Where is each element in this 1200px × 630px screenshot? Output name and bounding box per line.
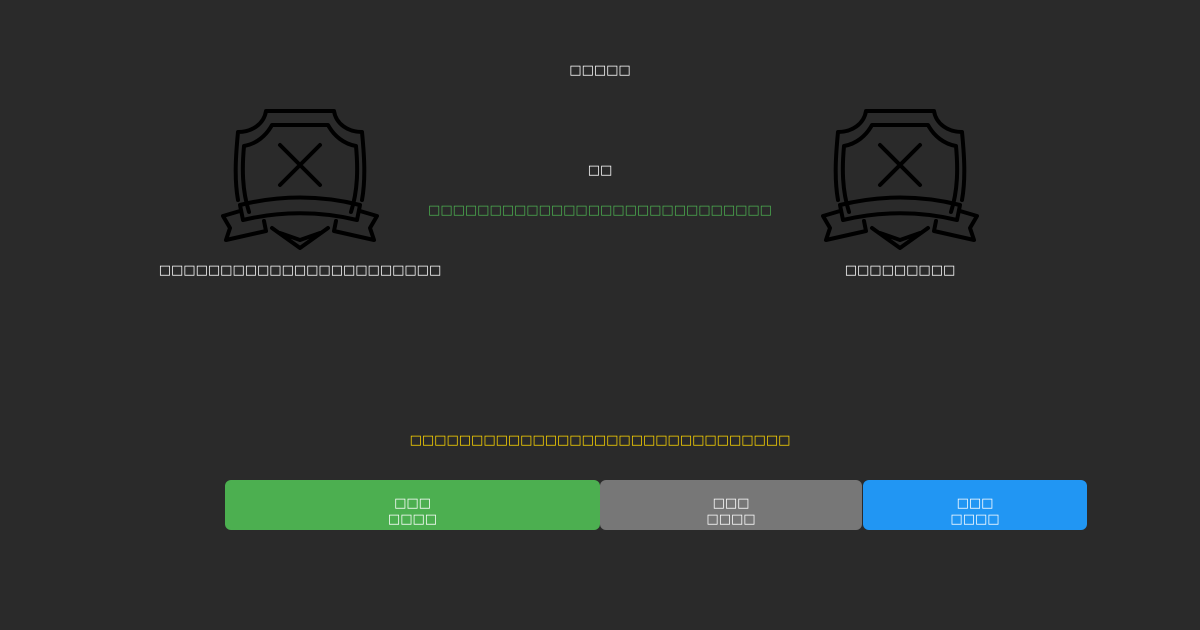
right-badge-label: □□□□□□□□□ bbox=[844, 263, 956, 278]
left-badge-label: □□□□□□□□□□□□□□□□□□□□□□□ bbox=[158, 263, 442, 278]
shield-x-icon bbox=[821, 109, 979, 250]
button-line2: □□□□ bbox=[706, 512, 756, 527]
status-text: □□□□□□□□□□□□□□□□□□□□□□□□□□□□ bbox=[428, 203, 772, 218]
shield-x-icon bbox=[221, 109, 379, 250]
secondary-button[interactable]: □□□ □□□□ bbox=[600, 480, 862, 530]
button-line1: □□□ bbox=[712, 496, 750, 511]
info-button[interactable]: □□□ □□□□ bbox=[863, 480, 1087, 530]
page-title: □□□□□ bbox=[569, 63, 631, 78]
notice-text: □□□□□□□□□□□□□□□□□□□□□□□□□□□□□□□ bbox=[409, 433, 791, 448]
button-line2: □□□□ bbox=[950, 512, 1000, 527]
button-line1: □□□ bbox=[956, 496, 994, 511]
primary-button[interactable]: □□□ □□□□ bbox=[225, 480, 600, 530]
button-line1: □□□ bbox=[394, 496, 431, 511]
button-line2: □□□□ bbox=[387, 512, 438, 527]
center-heading: □□ bbox=[587, 163, 613, 178]
